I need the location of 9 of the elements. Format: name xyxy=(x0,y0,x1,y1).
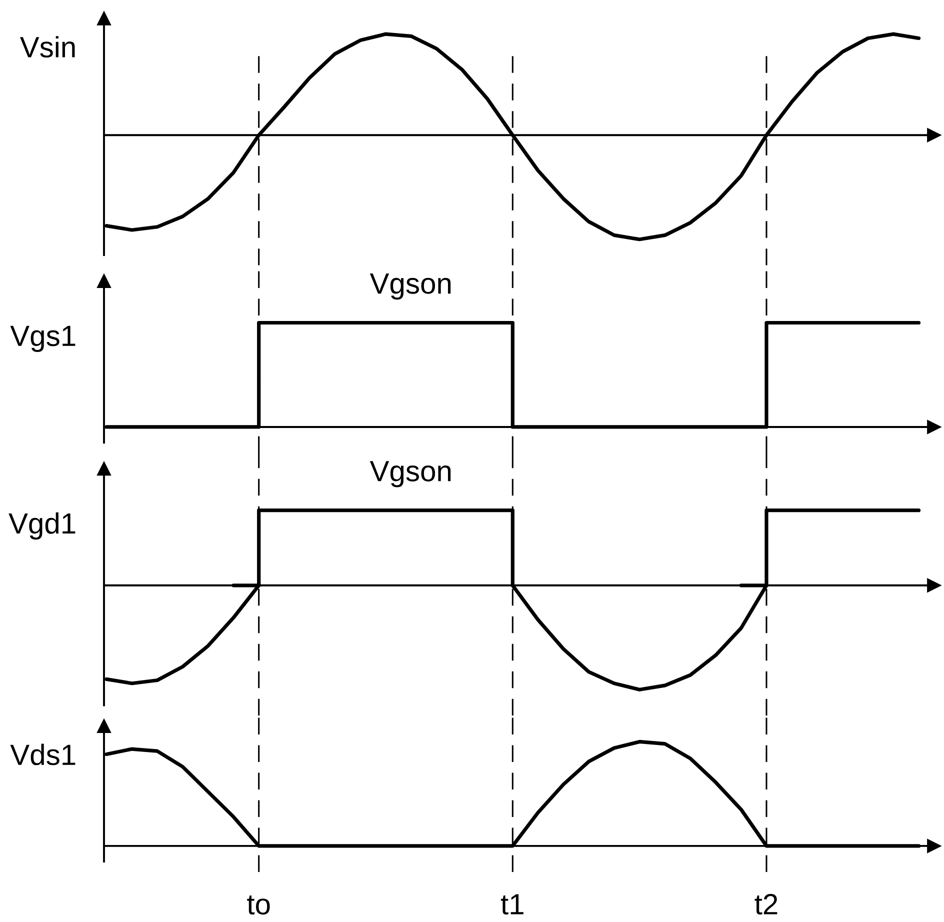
annotation: Vgson xyxy=(370,274,451,300)
x-tick-label: to xyxy=(247,895,270,915)
y-axis-title: Vds1 xyxy=(10,744,76,766)
x-tick-label: t2 xyxy=(754,894,778,915)
y-axis-title: Vsin xyxy=(20,36,75,58)
annotation: Vgson xyxy=(370,461,451,488)
y-axis-title: Vgs1 xyxy=(10,326,76,352)
y-axis-title: Vgd1 xyxy=(8,512,76,540)
x-tick-label: t1 xyxy=(500,894,524,915)
